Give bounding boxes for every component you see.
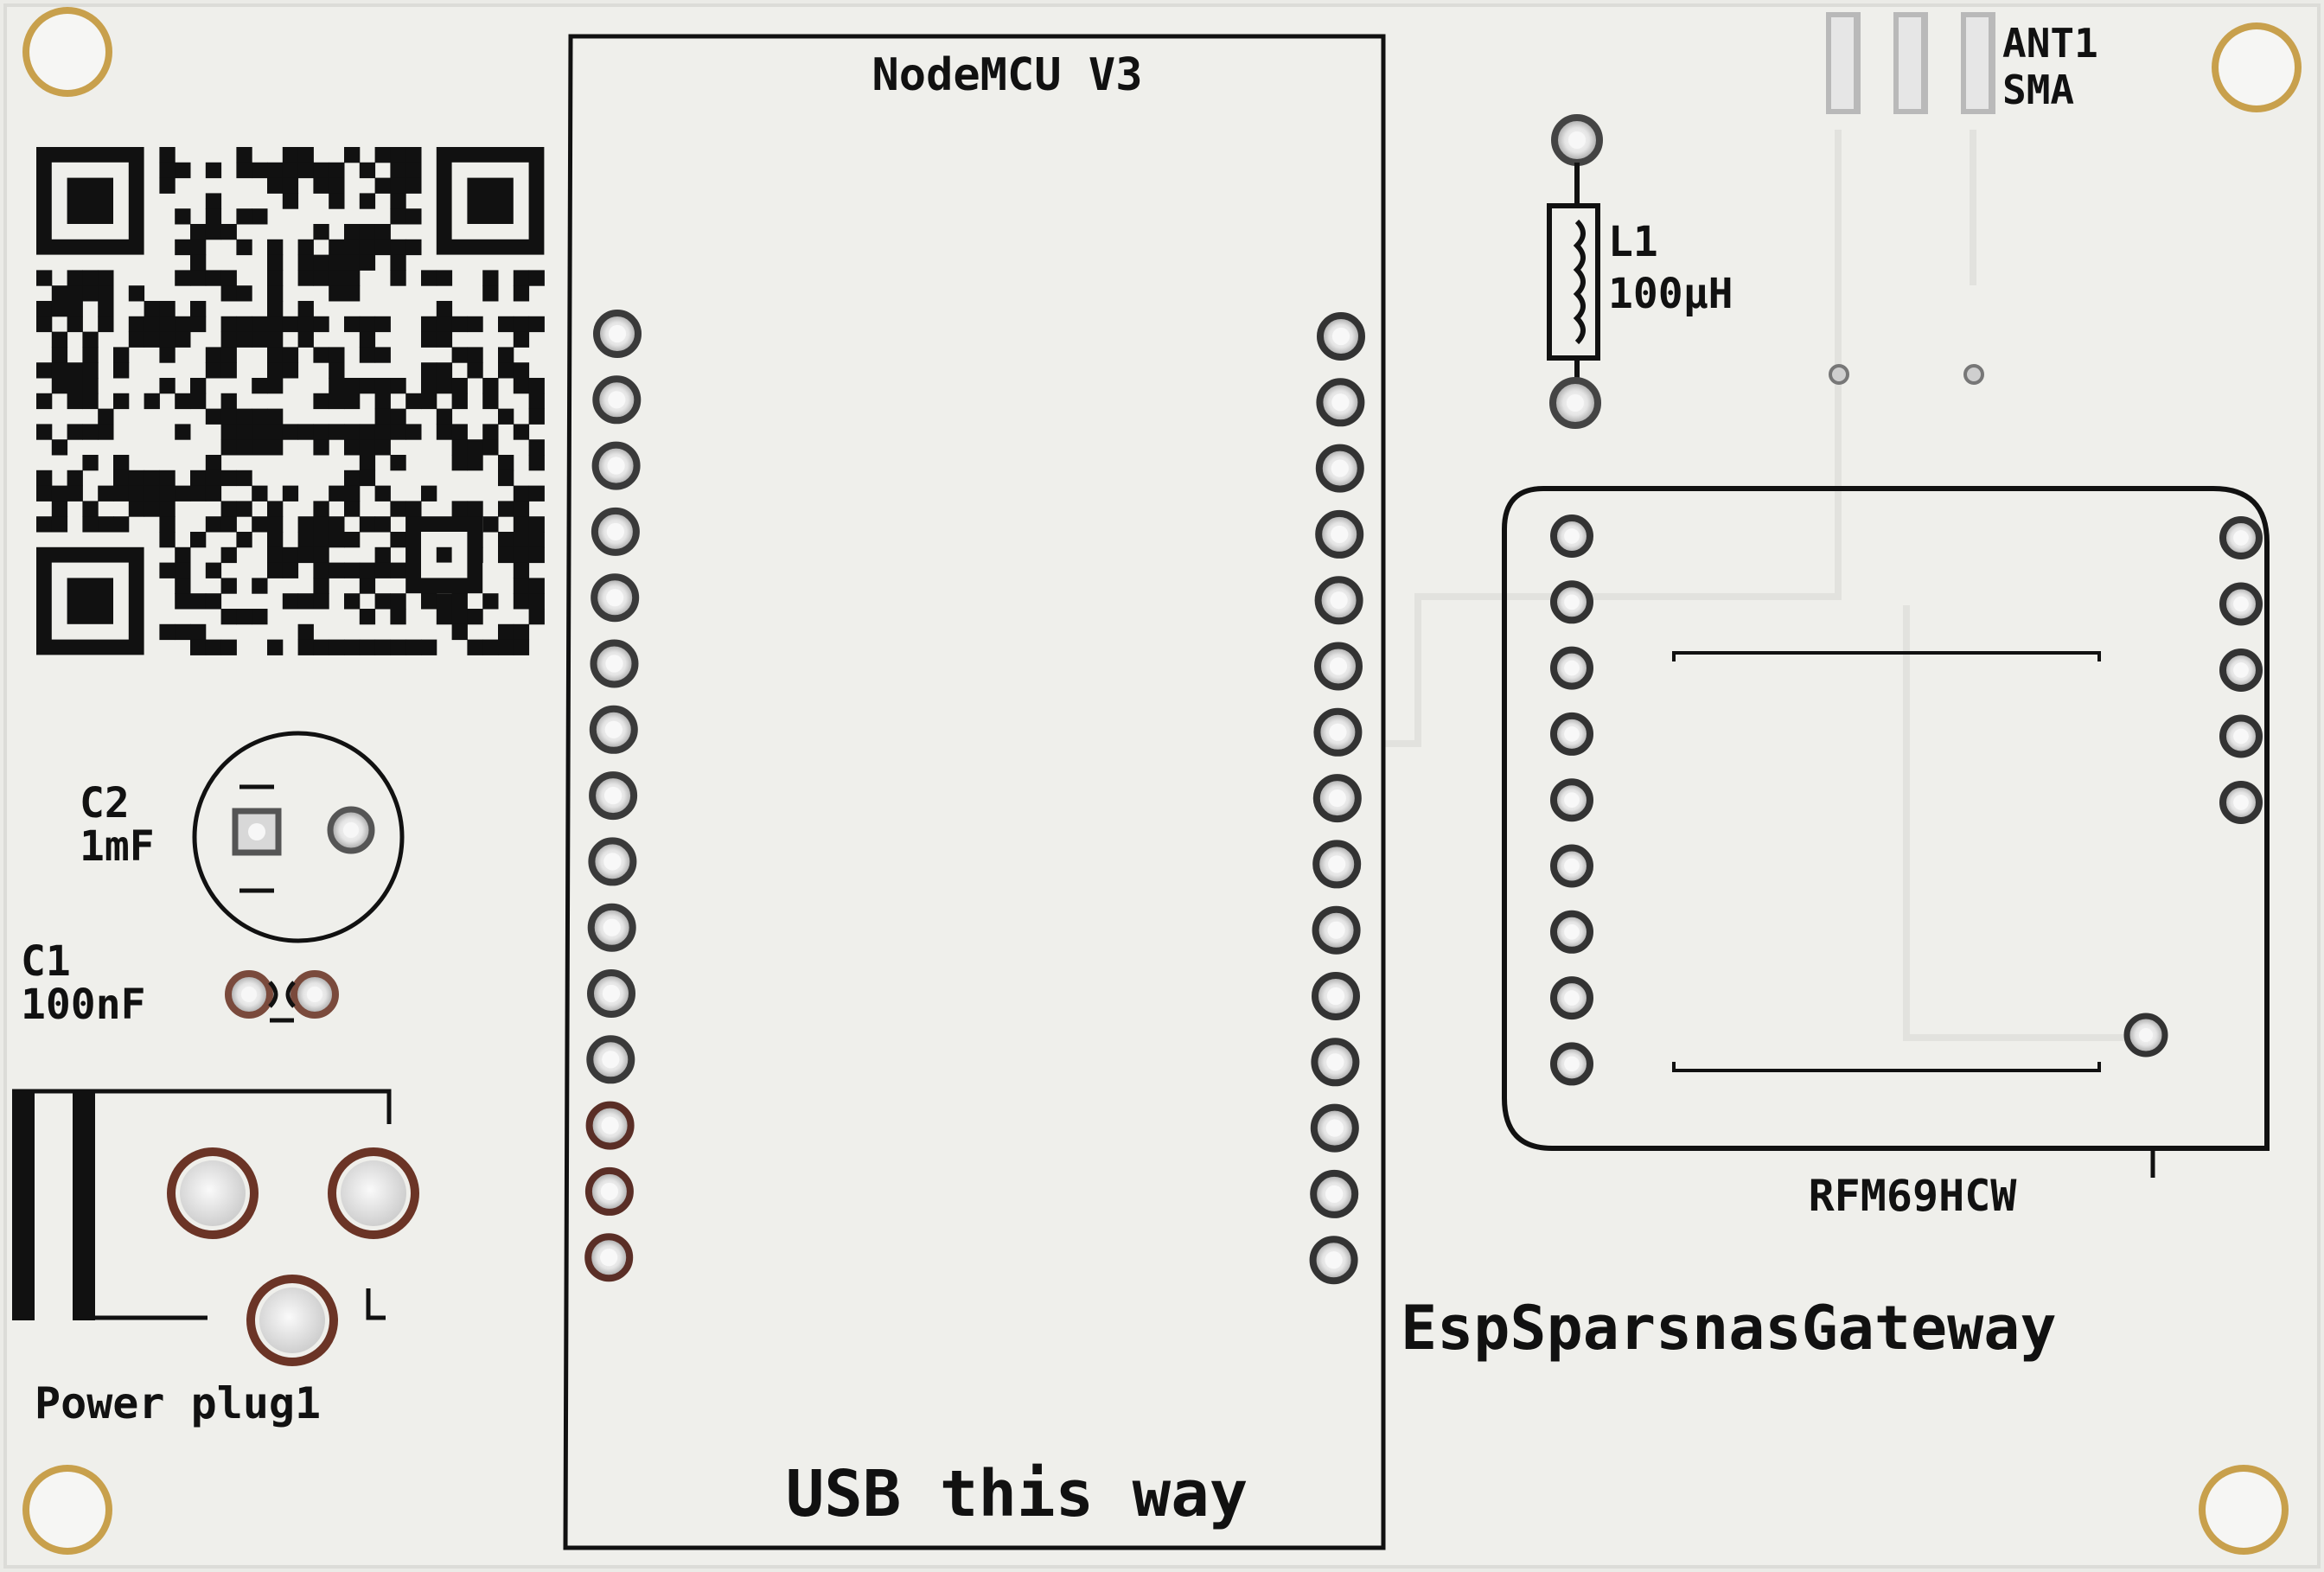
power-plug-footprint: Power plug1 (12, 1089, 419, 1428)
through-hole-pad (592, 375, 642, 425)
faint-traces (1383, 130, 2144, 1041)
through-hole-pad (593, 310, 642, 358)
through-hole-pad (589, 771, 638, 821)
through-hole-pad (1311, 1038, 1360, 1087)
c2-ref: C2 (80, 779, 130, 828)
antenna-type: SMA (2002, 67, 2074, 113)
through-hole-pad (584, 1233, 634, 1282)
rfm69-footprint: RFM69HCW (1502, 486, 2270, 1221)
through-hole-pad (587, 969, 635, 1018)
rfm-label: RFM69HCW (1809, 1171, 2018, 1221)
through-hole-pad (1314, 576, 1363, 625)
inductor-value: 100µH (1608, 270, 1733, 318)
through-hole-pad (1312, 840, 1362, 889)
through-hole-pad (586, 1035, 635, 1084)
nodemcu-footprint: NodeMCU V3 USB this way (563, 34, 1386, 1550)
through-hole-pad (587, 903, 636, 952)
through-hole-pad (1314, 642, 1363, 691)
capacitor-c2: C2 1mF (80, 731, 405, 943)
antenna-sma-footprint: ANT1 SMA (1826, 12, 2098, 385)
through-hole-pad (1550, 910, 1593, 954)
through-hole-pad (1312, 774, 1362, 823)
through-hole-pad (1316, 378, 1365, 427)
c2-value: 1mF (80, 822, 155, 871)
through-hole-pad (2219, 649, 2263, 692)
through-hole-pad (1312, 972, 1360, 1020)
through-hole-pad (1550, 778, 1593, 822)
through-hole-pad (590, 639, 639, 688)
through-hole-pad (591, 507, 640, 556)
through-hole-pad (2219, 781, 2263, 824)
through-hole-pad (585, 1101, 635, 1150)
through-hole-pad (1310, 1169, 1359, 1218)
through-hole-pad (1309, 1236, 1358, 1285)
through-hole-pad (1550, 844, 1593, 888)
nodemcu-pin-row-right (1309, 312, 1365, 1285)
through-hole-pad (584, 1166, 634, 1216)
capacitor-c1: C1 100nF (21, 937, 339, 1029)
through-hole-pad (591, 573, 640, 623)
qr-code (36, 147, 545, 655)
through-hole-pad (2219, 516, 2263, 559)
through-hole-pad (591, 441, 641, 490)
nodemcu-pin-row-left (584, 310, 642, 1282)
through-hole-pad (1550, 976, 1593, 1020)
through-hole-pad (1312, 905, 1361, 955)
through-hole-pad (1550, 1042, 1593, 1086)
through-hole-pad (1310, 1103, 1359, 1153)
through-hole-pad (1550, 514, 1593, 558)
through-hole-pad (1315, 444, 1364, 493)
through-hole-pad (1550, 646, 1593, 690)
inductor-l1: L1 100µH (1547, 114, 1733, 429)
usb-note: USB this way (786, 1457, 1248, 1531)
inductor-ref: L1 (1608, 218, 1658, 266)
c1-value: 100nF (21, 981, 146, 1029)
through-hole-pad (1315, 509, 1364, 559)
through-hole-pad (1550, 580, 1593, 624)
through-hole-pad (1317, 312, 1365, 361)
through-hole-pad (589, 705, 638, 754)
through-hole-pad (1550, 712, 1593, 756)
power-label: Power plug1 (35, 1378, 321, 1428)
board-title: EspSparsnasGateway (1401, 1293, 2057, 1364)
through-hole-pad (588, 837, 637, 886)
through-hole-pad (2219, 582, 2263, 626)
through-hole-pad (2219, 714, 2263, 758)
nodemcu-label: NodeMCU V3 (872, 49, 1142, 101)
mounting-holes (22, 7, 2302, 1555)
rfm-pin-row-right (2219, 516, 2263, 824)
antenna-ref: ANT1 (2002, 20, 2098, 67)
through-hole-pad (1313, 707, 1363, 757)
rfm-pin-row-left (1550, 514, 1593, 1086)
c1-ref: C1 (21, 937, 71, 986)
